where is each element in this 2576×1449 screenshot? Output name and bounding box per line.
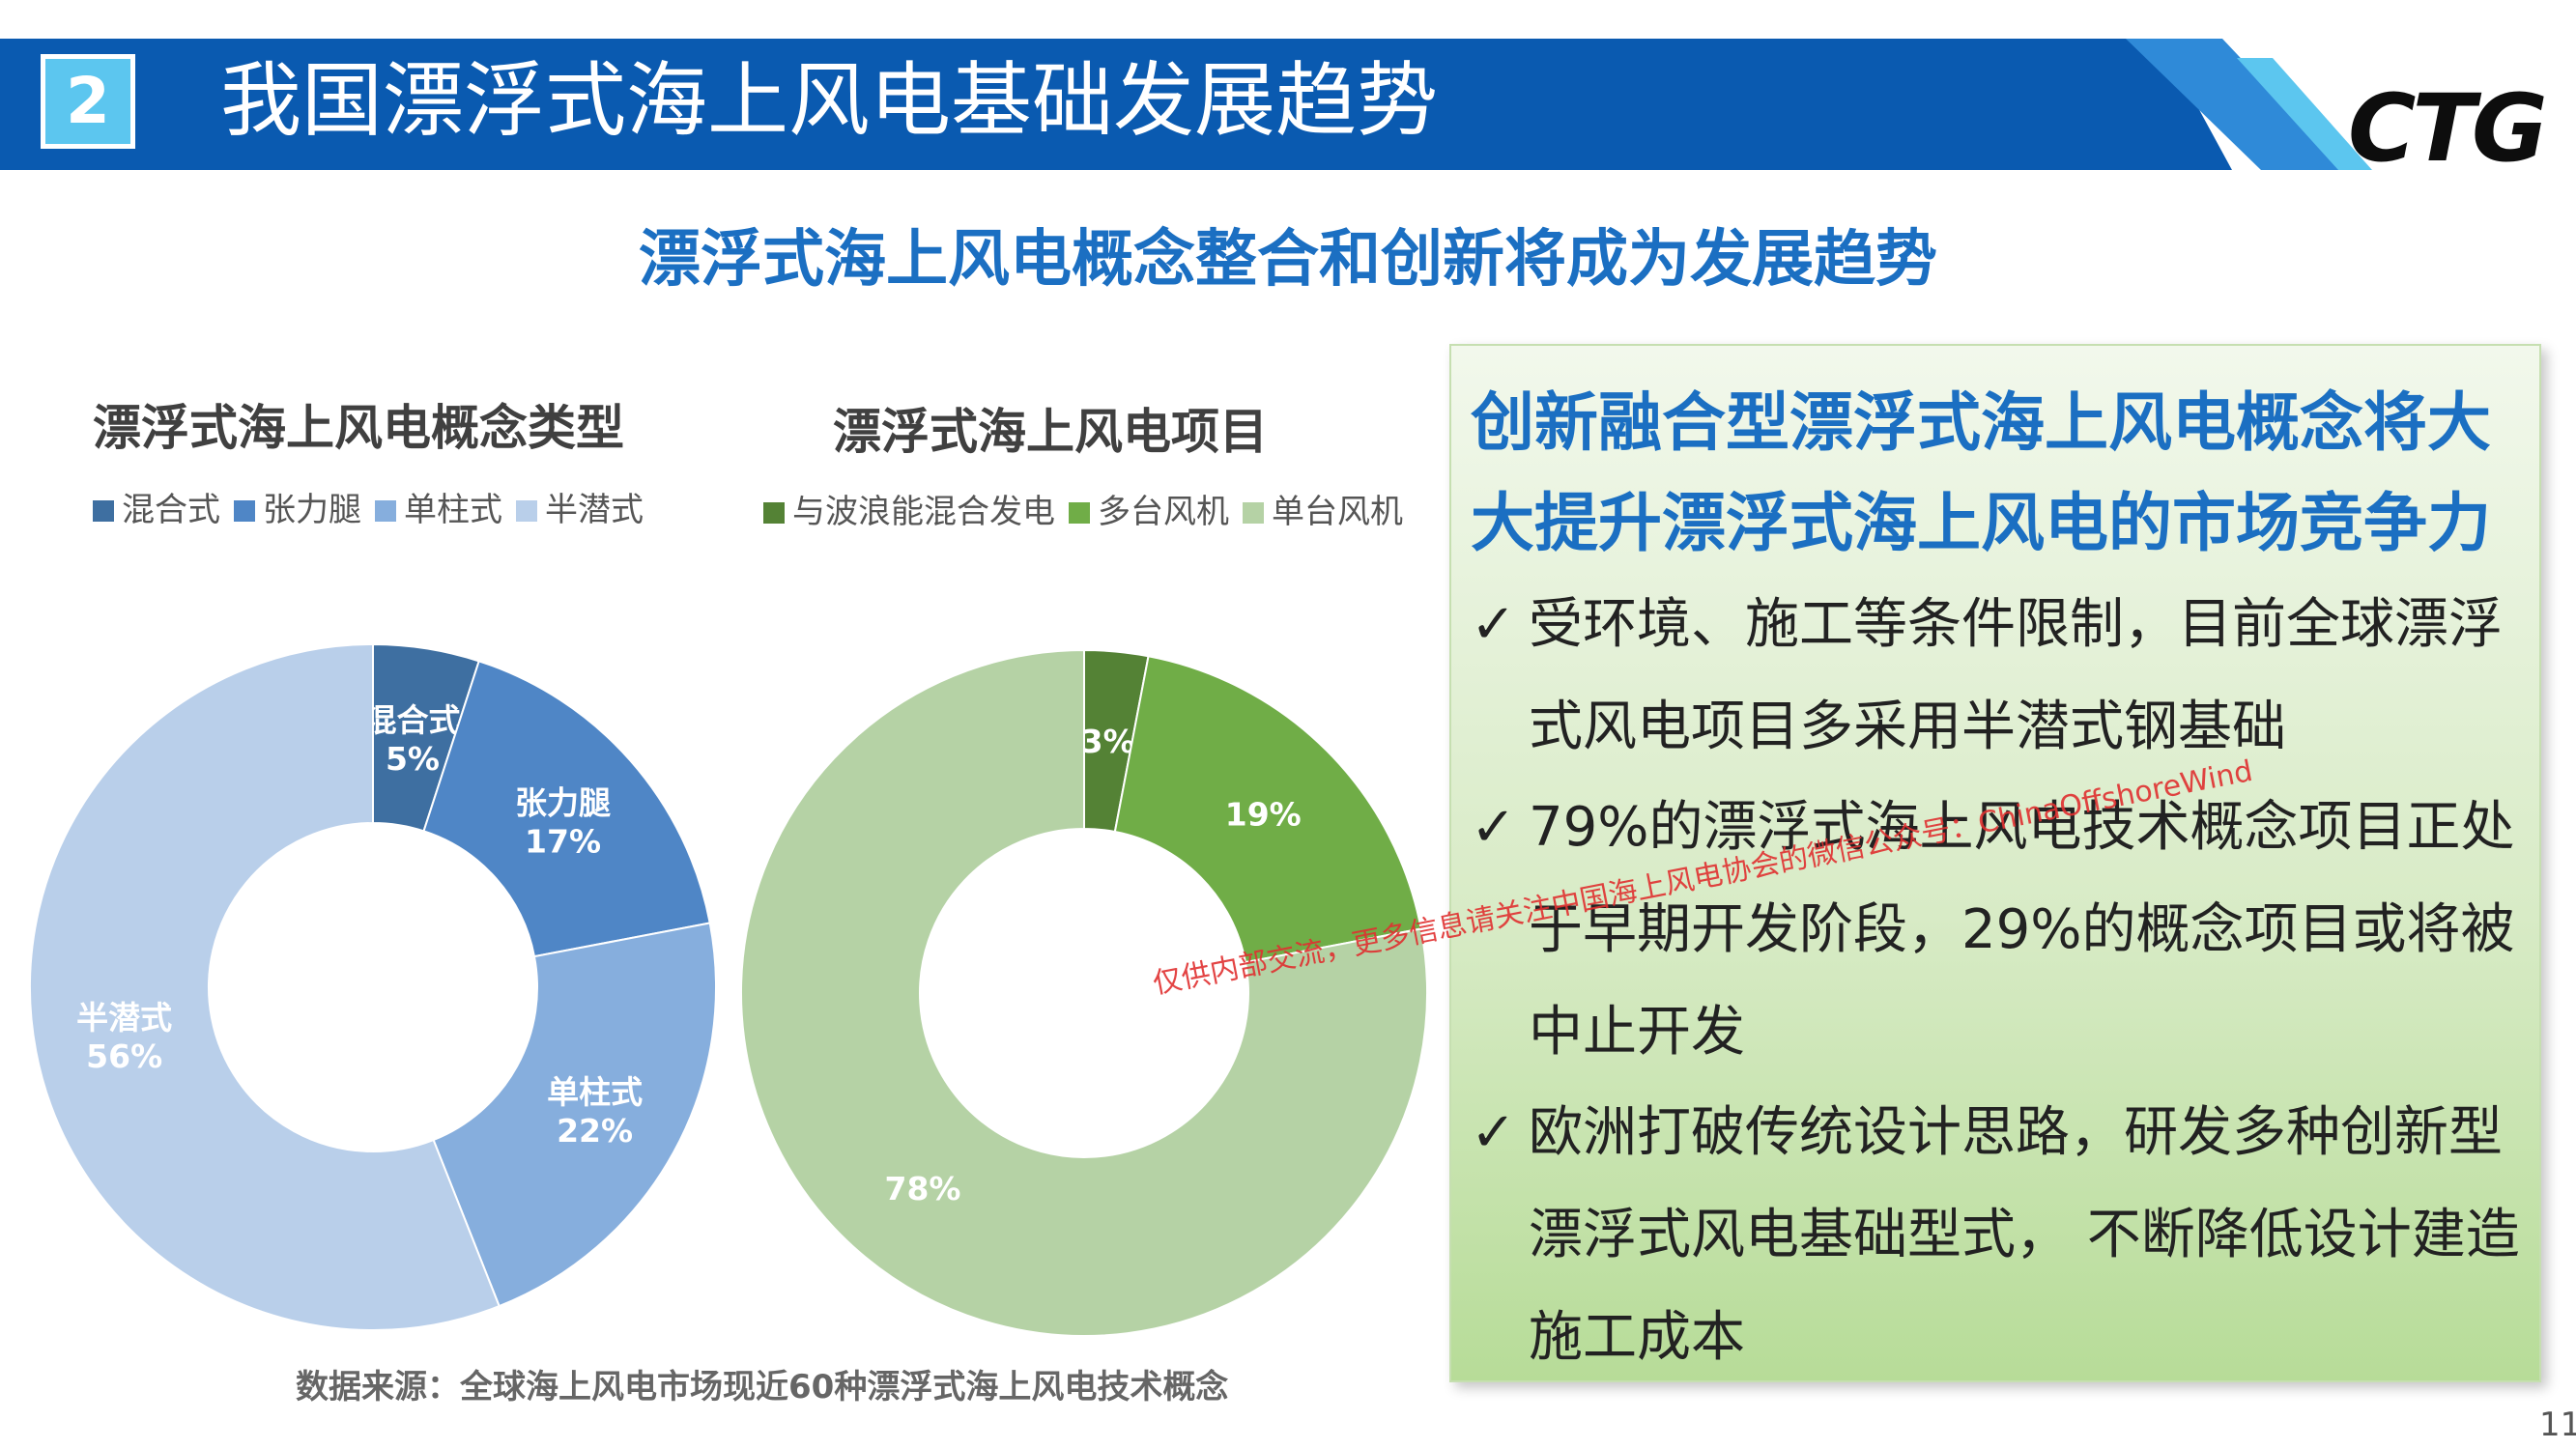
chart2-title: 漂浮式海上风电项目 xyxy=(833,404,1268,460)
slice-label: 单柱式 22% xyxy=(547,1073,643,1150)
ctg-logo: CTG xyxy=(2348,74,2548,183)
legend-item: 混合式 xyxy=(93,491,220,529)
legend-swatch xyxy=(763,502,785,524)
donut-slice xyxy=(432,922,717,1308)
checkmark-icon: ✓ xyxy=(1471,1101,1516,1164)
slice-label: 张力腿 17% xyxy=(515,784,611,861)
slice-label-category: 半潜式 xyxy=(76,999,172,1037)
legend-label: 单台风机 xyxy=(1272,493,1403,531)
header-accent-stripe xyxy=(2237,58,2372,170)
bullet-line: 欧洲打破传统设计思路，研发多种创新型 xyxy=(1529,1101,2503,1164)
chart1-title: 漂浮式海上风电概念类型 xyxy=(93,400,624,456)
bullet-text: 受环境、施工等条件限制，目前全球漂浮 式风电项目多采用半潜式钢基础 xyxy=(1529,574,2524,779)
panel-heading-line: 创新融合型漂浮式海上风电概念将大 xyxy=(1471,385,2491,460)
key-points-panel: 创新融合型漂浮式海上风电概念将大 大提升漂浮式海上风电的市场竞争力 ✓ 受环境、… xyxy=(1449,344,2541,1382)
legend-swatch xyxy=(1243,502,1264,524)
slice-label: 混合式 5% xyxy=(364,701,460,778)
slice-label: 19% xyxy=(1225,796,1302,834)
panel-heading: 创新融合型漂浮式海上风电概念将大 大提升漂浮式海上风电的市场竞争力 xyxy=(1471,373,2533,574)
page-number: 11 xyxy=(2539,1406,2576,1444)
slice-label-category: 张力腿 xyxy=(515,784,611,822)
legend-label: 与波浪能混合发电 xyxy=(792,493,1055,531)
legend-swatch xyxy=(93,500,114,522)
chart1-donut: 混合式 5% 张力腿 17% 单柱式 22% 半潜式 56% xyxy=(29,642,717,1331)
slice-label-category: 单柱式 xyxy=(547,1073,643,1111)
header-blue-band xyxy=(0,39,2232,170)
slice-label-value: 17% xyxy=(525,823,601,861)
bullet-text: 欧洲打破传统设计思路，研发多种创新型 漂浮式风电基础型式， 不断降低设计建造 施… xyxy=(1529,1082,2524,1389)
donut-slice xyxy=(740,648,1428,1337)
chart2-legend: 与波浪能混合发电 多台风机 单台风机 xyxy=(763,490,1417,534)
slice-label: 半潜式 56% xyxy=(76,999,172,1075)
legend-item: 半潜式 xyxy=(516,491,644,529)
section-number-badge: 2 xyxy=(41,54,135,149)
legend-label: 半潜式 xyxy=(545,491,644,529)
legend-label: 多台风机 xyxy=(1098,493,1229,531)
bullet-line: 中止开发 xyxy=(1529,1001,1745,1064)
legend-swatch xyxy=(516,500,537,522)
bullet-line: 漂浮式风电基础型式， 不断降低设计建造 xyxy=(1529,1204,2520,1266)
header-light-band xyxy=(2126,39,2346,170)
bullet-line: 79%的漂浮式海上风电技术概念项目正处 xyxy=(1529,796,2515,859)
chart2-donut: 3% 19% 78% xyxy=(740,648,1428,1337)
slide-subtitle: 漂浮式海上风电概念整合和创新将成为发展趋势 xyxy=(639,224,1937,296)
header-bar: 2 我国漂浮式海上风电基础发展趋势 CTG xyxy=(0,0,2576,183)
donut-slice xyxy=(422,660,711,958)
bullet-line: 施工成本 xyxy=(1529,1306,1745,1369)
legend-item: 张力腿 xyxy=(234,491,361,529)
slice-label: 3% xyxy=(1081,723,1135,760)
bullet-line: 受环境、施工等条件限制，目前全球漂浮 xyxy=(1529,593,2503,656)
checkmark-icon: ✓ xyxy=(1471,796,1516,859)
bullet-text: 79%的漂浮式海上风电技术概念项目正处 于早期开发阶段，29%的概念项目或将被 … xyxy=(1529,777,2524,1084)
donut-slice xyxy=(1113,655,1422,964)
legend-item: 单台风机 xyxy=(1243,493,1403,531)
legend-item: 多台风机 xyxy=(1069,493,1229,531)
chart1-legend: 混合式 张力腿 单柱式 半潜式 xyxy=(93,488,657,532)
legend-label: 混合式 xyxy=(122,491,220,529)
bullet-line: 式风电项目多采用半潜式钢基础 xyxy=(1529,696,2286,758)
legend-label: 张力腿 xyxy=(263,491,361,529)
header-background xyxy=(0,39,2372,170)
slice-label: 78% xyxy=(884,1170,960,1208)
legend-item: 与波浪能混合发电 xyxy=(763,493,1055,531)
bullet-line: 于早期开发阶段，29%的概念项目或将被 xyxy=(1529,898,2515,961)
slice-label-value: 56% xyxy=(86,1037,162,1075)
page-title: 我国漂浮式海上风电基础发展趋势 xyxy=(220,53,1439,148)
legend-item: 单柱式 xyxy=(375,491,502,529)
slice-label-value: 22% xyxy=(557,1112,633,1150)
donut-slice xyxy=(29,642,501,1331)
slice-label-category: 混合式 xyxy=(364,701,460,739)
legend-swatch xyxy=(1069,502,1090,524)
source-note: 数据来源：全球海上风电市场现近60种漂浮式海上风电技术概念 xyxy=(296,1368,1229,1406)
legend-swatch xyxy=(234,500,255,522)
legend-label: 单柱式 xyxy=(404,491,502,529)
panel-heading-line: 大提升漂浮式海上风电的市场竞争力 xyxy=(1471,486,2491,560)
legend-swatch xyxy=(375,500,396,522)
checkmark-icon: ✓ xyxy=(1471,593,1516,656)
slice-label-value: 5% xyxy=(386,740,440,778)
